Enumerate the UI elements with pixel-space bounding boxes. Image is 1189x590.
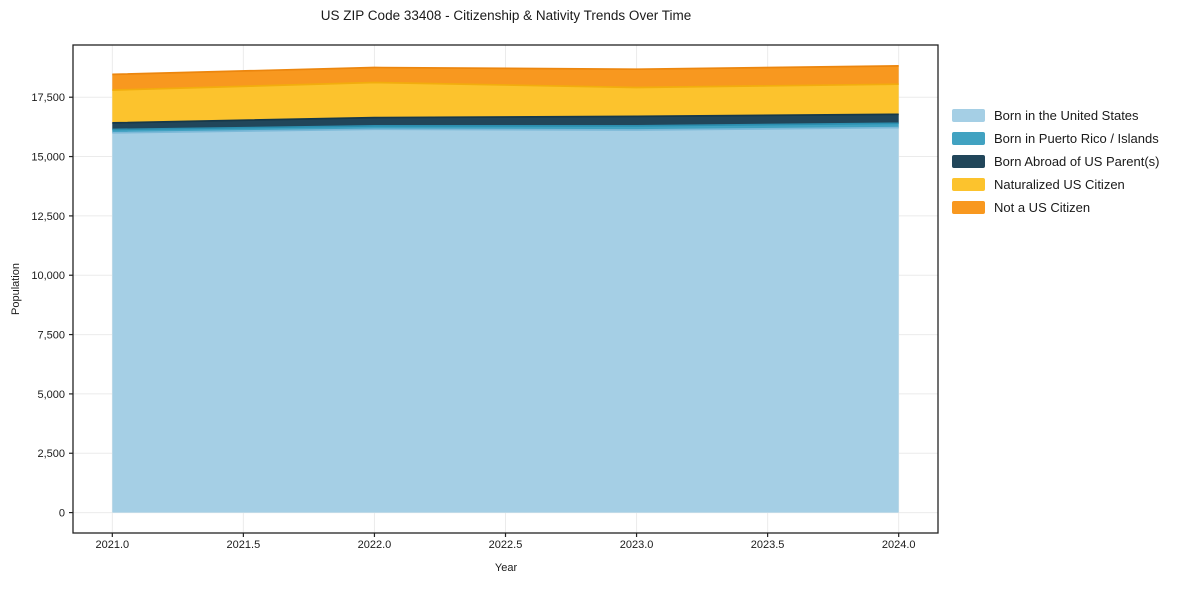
area-series bbox=[112, 82, 899, 123]
legend-label: Born in the United States bbox=[994, 108, 1139, 123]
y-tick-label: 10,000 bbox=[31, 270, 65, 282]
series-edge-line bbox=[112, 122, 899, 131]
legend-swatch bbox=[952, 178, 985, 191]
legend-item: Naturalized US Citizen bbox=[952, 173, 1159, 196]
legend-item: Born Abroad of US Parent(s) bbox=[952, 150, 1159, 173]
legend-item: Not a US Citizen bbox=[952, 196, 1159, 219]
y-tick-label: 17,500 bbox=[31, 92, 65, 104]
x-axis-label: Year bbox=[494, 562, 518, 574]
legend-label: Born Abroad of US Parent(s) bbox=[994, 154, 1160, 169]
series-edge-line bbox=[112, 65, 899, 76]
y-tick-label: 5,000 bbox=[37, 389, 65, 401]
x-tick-label: 2024.0 bbox=[882, 539, 916, 551]
legend-item: Born in Puerto Rico / Islands bbox=[952, 127, 1159, 150]
x-tick-label: 2023.5 bbox=[751, 539, 785, 551]
legend: Born in the United States Born in Puerto … bbox=[952, 104, 1159, 219]
legend-label: Naturalized US Citizen bbox=[994, 177, 1125, 192]
x-tick-label: 2023.0 bbox=[620, 539, 654, 551]
legend-swatch bbox=[952, 155, 985, 168]
legend-swatch bbox=[952, 132, 985, 145]
series-edge-line bbox=[112, 113, 899, 124]
legend-label: Not a US Citizen bbox=[994, 200, 1091, 215]
legend-label: Born in Puerto Rico / Islands bbox=[994, 131, 1159, 146]
legend-swatch bbox=[952, 109, 985, 122]
legend-item: Born in the United States bbox=[952, 104, 1159, 127]
x-tick-label: 2022.0 bbox=[358, 539, 392, 551]
area-series bbox=[112, 114, 899, 130]
y-tick-label: 15,000 bbox=[31, 152, 65, 164]
y-tick-label: 12,500 bbox=[31, 211, 65, 223]
y-tick-label: 2,500 bbox=[37, 448, 65, 460]
legend-swatch bbox=[952, 201, 985, 214]
y-tick-label: 0 bbox=[59, 508, 65, 520]
series-edge-line bbox=[112, 81, 899, 91]
series-edge-line bbox=[112, 126, 899, 134]
x-tick-label: 2022.5 bbox=[489, 539, 523, 551]
area-series bbox=[112, 127, 899, 513]
chart-title: US ZIP Code 33408 - Citizenship & Nativi… bbox=[320, 8, 692, 23]
y-tick-label: 7,500 bbox=[37, 330, 65, 342]
x-tick-label: 2021.5 bbox=[227, 539, 261, 551]
x-tick-label: 2021.0 bbox=[95, 539, 129, 551]
y-axis-label: Population bbox=[10, 263, 22, 315]
